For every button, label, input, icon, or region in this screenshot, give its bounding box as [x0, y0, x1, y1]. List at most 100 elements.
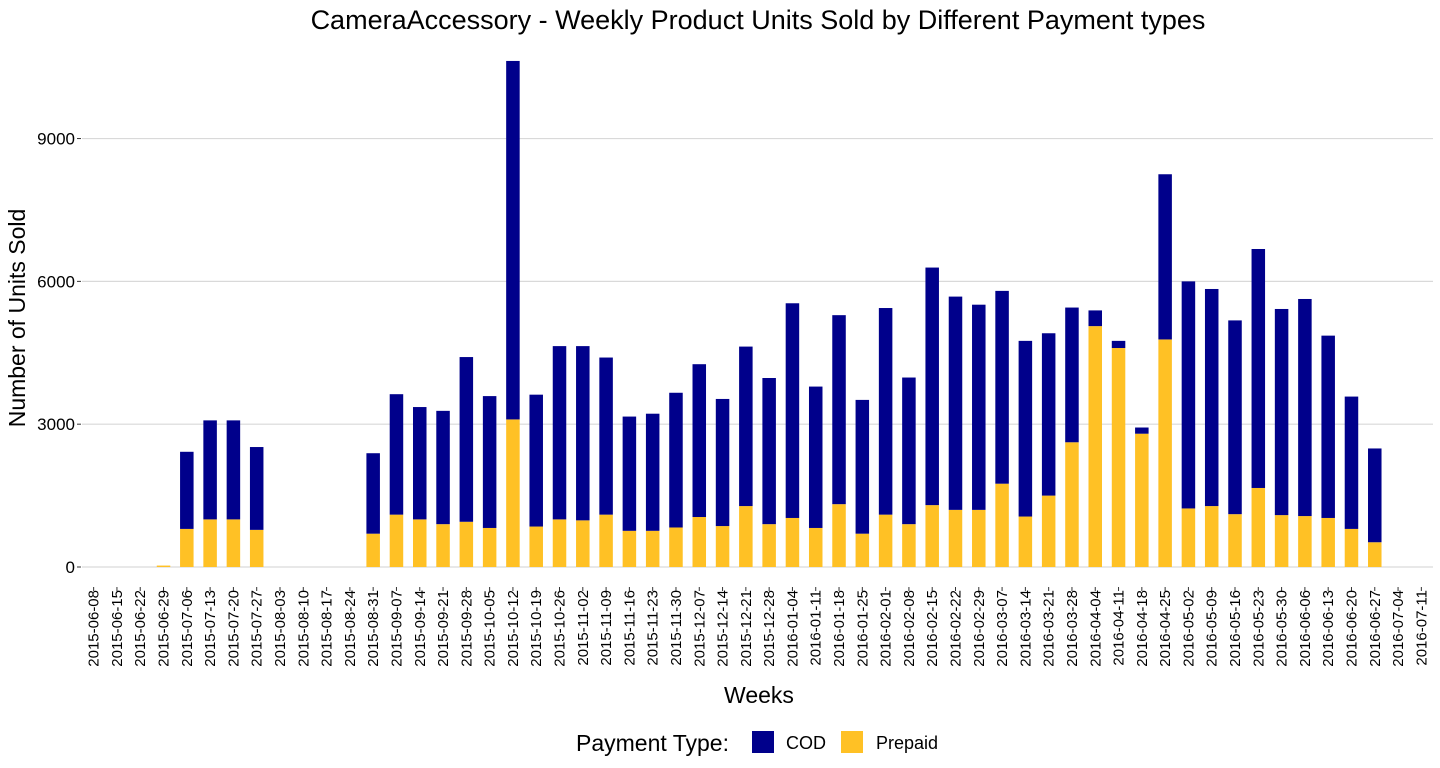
x-tick-label: 2016-02-22	[947, 590, 964, 667]
bar-prepaid	[902, 524, 916, 567]
x-tick-label: 2016-06-27	[1367, 590, 1384, 667]
bar-cod	[1111, 340, 1126, 349]
bar-cod	[506, 60, 520, 420]
bar-cod	[1321, 335, 1335, 518]
x-tick-label: 2015-09-07	[388, 590, 405, 667]
bar-prepaid	[529, 526, 543, 567]
bar-cod	[785, 303, 800, 518]
bar-prepaid	[436, 524, 450, 567]
x-tick-label: 2015-12-07	[691, 590, 708, 667]
bar-cod	[1251, 248, 1266, 488]
legend-swatch-prepaid	[841, 731, 863, 753]
bar-prepaid	[459, 521, 474, 567]
bar-cod	[552, 346, 567, 520]
x-tick-label: 2015-11-30	[668, 590, 685, 666]
bar-cod	[902, 377, 916, 525]
y-tick-label: 6000	[37, 272, 75, 291]
bar-prepaid	[808, 527, 823, 567]
bar-prepaid	[599, 514, 613, 567]
bar-prepaid	[878, 514, 893, 567]
x-tick-label: 2015-06-29	[156, 590, 173, 667]
bar-prepaid	[785, 517, 800, 567]
bar-prepaid	[1041, 495, 1056, 567]
bar-prepaid	[389, 514, 404, 567]
y-axis-title: Number of Units Sold	[4, 209, 30, 428]
x-axis-title: Weeks	[724, 682, 794, 708]
bar-prepaid	[1204, 506, 1219, 567]
x-axis-ticks: 2015-06-08 2015-06-15 2015-06-22 2015-06-29…	[86, 587, 1430, 667]
x-tick-label: 2016-04-04	[1087, 590, 1104, 667]
bar-prepaid	[552, 519, 567, 567]
chart-title: CameraAccessory - Weekly Product Units S…	[311, 5, 1206, 35]
x-tick-label: 2015-11-09	[598, 590, 615, 666]
x-tick-label: 2016-07-11	[1413, 590, 1430, 666]
x-tick-label: 2015-12-21	[738, 590, 755, 667]
bar-cod	[180, 451, 194, 529]
legend-title: Payment Type:	[576, 730, 729, 756]
x-tick-label: 2016-02-01	[878, 590, 895, 667]
bar-cod	[459, 357, 474, 522]
y-tick-label: 9000	[37, 130, 75, 149]
bar-cod	[1158, 174, 1172, 340]
bars	[156, 60, 1382, 567]
bar-cod	[412, 407, 427, 520]
bar-cod	[1135, 427, 1149, 434]
bar-prepaid	[669, 527, 683, 567]
bar-prepaid	[855, 533, 870, 567]
x-tick-label: 2016-05-16	[1227, 590, 1244, 667]
x-tick-label: 2016-04-11	[1111, 590, 1128, 666]
bar-cod	[249, 447, 264, 530]
bar-cod	[599, 357, 613, 515]
bar-cod	[529, 394, 543, 527]
bar-prepaid	[1321, 517, 1335, 567]
x-tick-label: 2016-03-14	[1017, 590, 1034, 667]
bar-prepaid	[180, 528, 194, 567]
bar-prepaid	[249, 529, 264, 567]
x-tick-label: 2015-09-14	[412, 590, 429, 667]
bar-cod	[1368, 448, 1382, 543]
bar-prepaid	[1344, 528, 1359, 567]
x-tick-label: 2015-09-28	[458, 590, 475, 667]
x-tick-label: 2016-04-18	[1134, 590, 1151, 667]
x-tick-label: 2015-08-31	[365, 590, 382, 667]
x-tick-label: 2015-10-26	[552, 590, 569, 667]
bar-cod	[1018, 340, 1033, 517]
x-tick-label: 2016-03-07	[994, 590, 1011, 667]
bar-cod	[832, 315, 846, 505]
bar-prepaid	[972, 509, 986, 567]
bar-cod	[1065, 307, 1079, 443]
bar-prepaid	[925, 505, 939, 567]
x-tick-label: 2015-06-08	[86, 590, 103, 667]
bar-prepaid	[1298, 516, 1312, 567]
x-tick-label: 2015-07-06	[179, 590, 196, 667]
bar-cod	[203, 420, 217, 520]
bar-prepaid	[1274, 515, 1289, 567]
x-tick-label: 2015-10-12	[505, 590, 522, 667]
bar-prepaid	[1111, 348, 1126, 567]
x-tick-label: 2015-07-27	[249, 590, 266, 667]
bar-cod	[948, 296, 963, 510]
x-tick-label: 2016-05-23	[1250, 590, 1267, 667]
x-tick-label: 2015-11-16	[621, 590, 638, 666]
bar-cod	[1041, 333, 1056, 496]
bar-cod	[1298, 298, 1312, 517]
bar-cod	[1181, 281, 1196, 509]
bar-prepaid	[1158, 339, 1172, 567]
bar-prepaid	[506, 419, 520, 567]
bar-cod	[389, 394, 404, 515]
x-tick-label: 2016-06-20	[1343, 590, 1360, 667]
x-tick-label: 2016-01-18	[831, 590, 848, 667]
x-tick-label: 2016-07-04	[1390, 590, 1407, 667]
bar-prepaid	[948, 509, 963, 567]
bar-prepaid	[995, 483, 1009, 567]
x-tick-label: 2015-10-05	[482, 590, 499, 667]
y-axis-ticks: 0 3000 6000 9000	[37, 130, 81, 577]
x-tick-label: 2015-06-15	[109, 590, 126, 667]
y-tick-label: 3000	[37, 415, 75, 434]
x-tick-label: 2016-06-13	[1320, 590, 1337, 667]
bar-prepaid	[203, 519, 217, 567]
bar-prepaid	[832, 504, 846, 567]
x-tick-label: 2016-06-06	[1297, 590, 1314, 667]
bar-prepaid	[762, 524, 776, 567]
